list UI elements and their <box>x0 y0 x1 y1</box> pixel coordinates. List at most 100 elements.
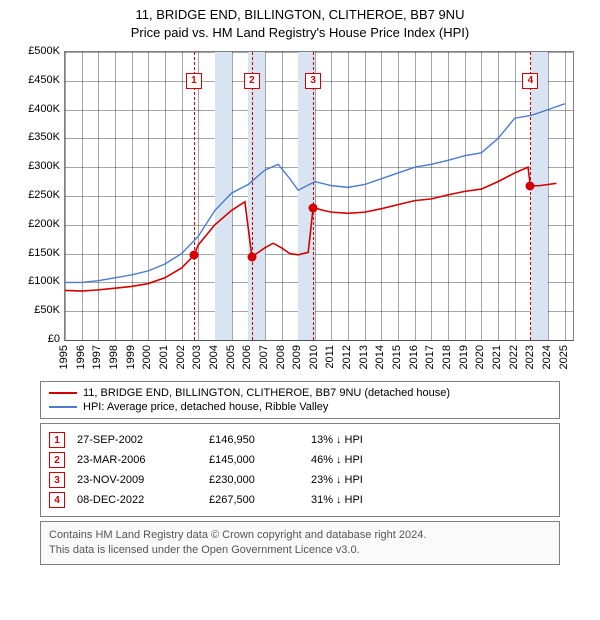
x-tick-label: 2023 <box>524 345 536 369</box>
sale-dot <box>526 182 535 191</box>
delta-percent: 46% <box>311 454 333 466</box>
x-tick-label: 2002 <box>175 345 187 369</box>
x-tick-label: 2006 <box>241 345 253 369</box>
x-tick-label: 1996 <box>75 345 87 369</box>
delta-suffix: HPI <box>345 474 363 486</box>
x-tick-label: 2021 <box>491 345 503 369</box>
x-tick-label: 2011 <box>324 345 336 369</box>
plot-area: 1 2 3 4 <box>64 51 574 341</box>
transaction-price: £145,000 <box>209 454 299 466</box>
x-tick-label: 2024 <box>541 345 553 369</box>
transaction-row: 1 27-SEP-2002 £146,950 13%↓HPI <box>49 430 551 450</box>
transaction-date: 23-NOV-2009 <box>77 474 197 486</box>
transaction-marker: 2 <box>49 452 65 468</box>
transaction-row: 2 23-MAR-2006 £145,000 46%↓HPI <box>49 450 551 470</box>
transaction-price: £267,500 <box>209 494 299 506</box>
transaction-marker: 4 <box>49 492 65 508</box>
transaction-delta: 13%↓HPI <box>311 434 451 446</box>
x-tick-label: 2014 <box>374 345 386 369</box>
delta-suffix: HPI <box>345 454 363 466</box>
legend-label: 11, BRIDGE END, BILLINGTON, CLITHEROE, B… <box>83 387 450 399</box>
transaction-date: 08-DEC-2022 <box>77 494 197 506</box>
down-arrow-icon: ↓ <box>336 434 342 446</box>
legend-row: 11, BRIDGE END, BILLINGTON, CLITHEROE, B… <box>49 386 551 400</box>
y-tick-label: £450K <box>20 74 60 86</box>
chart: 1 2 3 4 1995 1996 1997 1998 1999 2000 2001 2002 200… <box>20 47 580 377</box>
chart-marker: 3 <box>305 73 321 89</box>
delta-percent: 13% <box>311 434 333 446</box>
transaction-price: £230,000 <box>209 474 299 486</box>
legend: 11, BRIDGE END, BILLINGTON, CLITHEROE, B… <box>40 381 560 419</box>
x-tick-label: 2008 <box>275 345 287 369</box>
y-tick-label: £50K <box>20 304 60 316</box>
y-tick-label: £400K <box>20 103 60 115</box>
delta-percent: 31% <box>311 494 333 506</box>
x-tick-label: 1998 <box>108 345 120 369</box>
sale-dot <box>309 203 318 212</box>
chart-titles: 11, BRIDGE END, BILLINGTON, CLITHEROE, B… <box>0 0 600 41</box>
sale-dot <box>247 252 256 261</box>
transaction-date: 23-MAR-2006 <box>77 454 197 466</box>
chart-marker: 2 <box>244 73 260 89</box>
x-tick-label: 2000 <box>141 345 153 369</box>
x-tick-label: 2025 <box>558 345 570 369</box>
x-tick-label: 2017 <box>424 345 436 369</box>
transaction-price: £146,950 <box>209 434 299 446</box>
x-tick-label: 2004 <box>208 345 220 369</box>
x-tick-label: 2015 <box>391 345 403 369</box>
chart-marker: 1 <box>186 73 202 89</box>
y-tick-label: £500K <box>20 45 60 57</box>
credit-line-1: Contains HM Land Registry data © Crown c… <box>49 528 551 543</box>
x-tick-label: 2007 <box>258 345 270 369</box>
y-tick-label: £150K <box>20 247 60 259</box>
chart-marker: 4 <box>522 73 538 89</box>
y-tick-label: £0 <box>20 333 60 345</box>
x-tick-label: 2001 <box>158 345 170 369</box>
x-tick-label: 2003 <box>191 345 203 369</box>
x-tick-label: 2018 <box>441 345 453 369</box>
x-tick-label: 1999 <box>125 345 137 369</box>
delta-percent: 23% <box>311 474 333 486</box>
down-arrow-icon: ↓ <box>336 494 342 506</box>
y-tick-label: £100K <box>20 275 60 287</box>
transaction-delta: 31%↓HPI <box>311 494 451 506</box>
transaction-row: 4 08-DEC-2022 £267,500 31%↓HPI <box>49 490 551 510</box>
legend-label: HPI: Average price, detached house, Ribb… <box>83 401 328 413</box>
series-property <box>65 167 556 291</box>
transaction-delta: 46%↓HPI <box>311 454 451 466</box>
title-line-1: 11, BRIDGE END, BILLINGTON, CLITHEROE, B… <box>0 6 600 24</box>
sale-dot <box>189 251 198 260</box>
y-tick-label: £200K <box>20 218 60 230</box>
credit-box: Contains HM Land Registry data © Crown c… <box>40 521 560 565</box>
x-tick-label: 2009 <box>291 345 303 369</box>
y-tick-label: £350K <box>20 131 60 143</box>
transaction-delta: 23%↓HPI <box>311 474 451 486</box>
y-tick-label: £250K <box>20 189 60 201</box>
series-svg <box>65 52 573 340</box>
y-tick-label: £300K <box>20 160 60 172</box>
series-hpi <box>65 104 565 283</box>
x-tick-label: 2019 <box>458 345 470 369</box>
title-line-2: Price paid vs. HM Land Registry's House … <box>0 24 600 42</box>
transaction-row: 3 23-NOV-2009 £230,000 23%↓HPI <box>49 470 551 490</box>
legend-row: HPI: Average price, detached house, Ribb… <box>49 400 551 414</box>
transaction-marker: 1 <box>49 432 65 448</box>
credit-line-2: This data is licensed under the Open Gov… <box>49 543 551 558</box>
legend-swatch <box>49 406 77 408</box>
x-tick-label: 2020 <box>474 345 486 369</box>
x-tick-label: 2016 <box>408 345 420 369</box>
down-arrow-icon: ↓ <box>336 454 342 466</box>
x-tick-label: 2022 <box>508 345 520 369</box>
down-arrow-icon: ↓ <box>336 474 342 486</box>
x-tick-label: 2010 <box>308 345 320 369</box>
transactions-table: 127-SEP-2002£146,95013%↓HPI223-MAR-2006£… <box>40 423 560 517</box>
transaction-date: 27-SEP-2002 <box>77 434 197 446</box>
x-tick-label: 2012 <box>341 345 353 369</box>
x-tick-label: 1995 <box>58 345 70 369</box>
delta-suffix: HPI <box>345 494 363 506</box>
x-tick-label: 1997 <box>91 345 103 369</box>
legend-swatch <box>49 392 77 394</box>
x-tick-label: 2013 <box>358 345 370 369</box>
transaction-marker: 3 <box>49 472 65 488</box>
x-tick-label: 2005 <box>225 345 237 369</box>
